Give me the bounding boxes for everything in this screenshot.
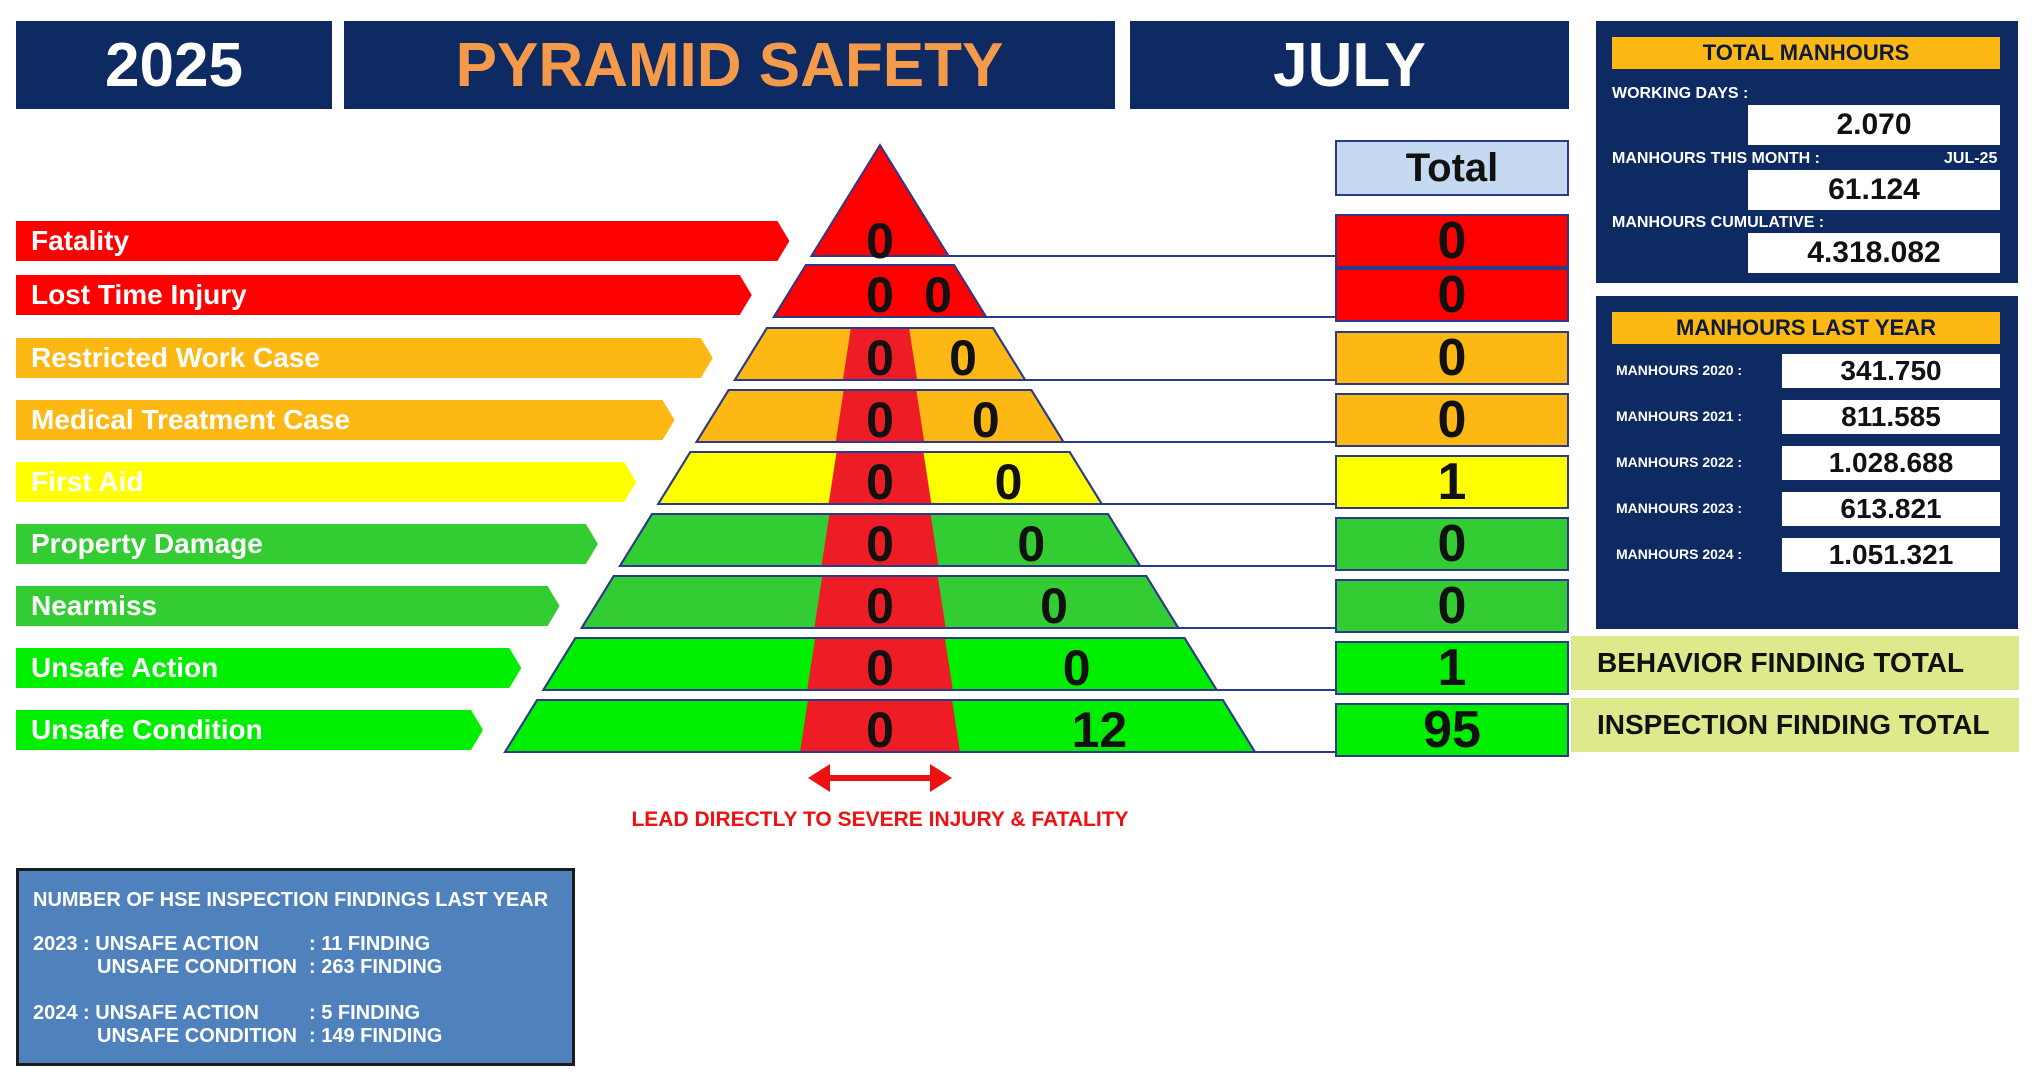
total-manhours-panel: TOTAL MANHOURS WORKING DAYS : 2.070 MANH… <box>1596 21 2018 283</box>
inspection-finding-total: INSPECTION FINDING TOTAL <box>1571 698 2019 752</box>
working-days-label: WORKING DAYS : <box>1612 85 1749 102</box>
pyramid-red-band <box>828 452 932 504</box>
manhours-last-year-title: MANHOURS LAST YEAR <box>1612 312 2000 344</box>
manhours-last-year-panel: MANHOURS LAST YEAR MANHOURS 2020 : 341.75… <box>1596 296 2018 629</box>
year-text: 2025 <box>105 30 243 100</box>
category-total: 0 <box>1335 515 1569 573</box>
tier-center-value: 0 <box>866 702 894 758</box>
category-label: Unsafe Action <box>16 648 521 688</box>
pyramid-tier <box>694 389 1066 443</box>
hse-2023-action-value: : 11 FINDING <box>309 933 431 955</box>
inspection-finding-label: INSPECTION FINDING TOTAL <box>1597 709 1990 740</box>
pyramid-tier <box>656 451 1104 505</box>
tier-center-value: 0 <box>866 267 894 323</box>
category-total: 0 <box>1335 266 1569 324</box>
manhours-year-label: MANHOURS 2023 : <box>1616 500 1743 516</box>
manhours-cumulative-value: 4.318.082 <box>1748 233 2000 273</box>
tier-center-value: 0 <box>866 578 894 634</box>
pyramid-tier <box>809 143 951 257</box>
manhours-year-label: MANHOURS 2021 : <box>1616 408 1743 424</box>
pyramid-red-band <box>814 576 946 628</box>
tier-center-value: 0 <box>866 454 894 510</box>
double-arrow-icon <box>808 764 952 792</box>
manhours-year-value: 811.585 <box>1782 400 2000 434</box>
title-box: PYRAMID SAFETY <box>344 21 1115 109</box>
behavior-finding-total: BEHAVIOR FINDING TOTAL <box>1571 636 2019 690</box>
hse-2023-condition: UNSAFE CONDITION <box>97 956 297 978</box>
manhours-year-label: MANHOURS 2024 : <box>1616 546 1743 562</box>
hse-2024-action-value: : 5 FINDING <box>309 1002 421 1024</box>
category-label: First Aid <box>16 462 636 502</box>
tier-center-value: 0 <box>866 213 894 269</box>
category-total: 95 <box>1335 701 1569 759</box>
manhours-year-value: 1.028.688 <box>1782 446 2000 480</box>
pyramid-red-band <box>800 700 960 752</box>
category-label: Fatality <box>16 221 789 261</box>
pyramid-red-band <box>842 328 918 380</box>
hse-2023-action: 2023 : UNSAFE ACTION <box>33 933 259 955</box>
category-total: 0 <box>1335 391 1569 449</box>
working-days-value: 2.070 <box>1748 105 2000 145</box>
category-total: 0 <box>1335 577 1569 635</box>
severe-injury-note: LEAD DIRECTLY TO SEVERE INJURY & FATALIT… <box>631 808 1129 831</box>
tier-right-value: 0 <box>924 267 952 323</box>
hse-findings-title: NUMBER OF HSE INSPECTION FINDINGS LAST Y… <box>33 889 549 911</box>
category-label: Lost Time Injury <box>16 275 752 315</box>
manhours-month-label: MANHOURS THIS MONTH : <box>1612 150 1820 167</box>
total-manhours-title-text: TOTAL MANHOURS <box>1702 40 1910 65</box>
category-label: Restricted Work Case <box>16 338 713 378</box>
month-box: JULY <box>1130 21 1569 109</box>
category-total: 1 <box>1335 453 1569 511</box>
manhours-cumulative-label: MANHOURS CUMULATIVE : <box>1612 214 1825 231</box>
pyramid-red-band <box>835 390 925 442</box>
category-label: Property Damage <box>16 524 598 564</box>
manhours-month-period: JUL-25 <box>1944 150 1998 167</box>
hse-2023-condition-value: : 263 FINDING <box>309 956 443 978</box>
tier-right-value: 12 <box>1071 702 1128 758</box>
tier-center-value: 0 <box>866 640 894 696</box>
pyramid-red-band <box>807 638 953 690</box>
tier-right-value: 0 <box>994 454 1023 510</box>
tier-right-value: 0 <box>1040 578 1068 634</box>
manhours-year-label: MANHOURS 2020 : <box>1616 362 1743 378</box>
tier-right-value: 0 <box>949 330 977 386</box>
category-label: Nearmiss <box>16 586 560 626</box>
tier-right-value: 0 <box>971 392 1000 448</box>
total-header-label: Total <box>1405 145 1499 190</box>
manhours-year-label: MANHOURS 2022 : <box>1616 454 1743 470</box>
category-total: 1 <box>1335 639 1569 697</box>
category-label: Unsafe Condition <box>16 710 483 750</box>
hse-2024-condition: UNSAFE CONDITION <box>97 1025 297 1047</box>
tier-right-value: 0 <box>1017 516 1046 572</box>
manhours-year-value: 613.821 <box>1782 492 2000 526</box>
category-label: Medical Treatment Case <box>16 400 675 440</box>
hse-findings-box: NUMBER OF HSE INSPECTION FINDINGS LAST Y… <box>16 868 575 1066</box>
month-text: JULY <box>1273 30 1426 100</box>
manhours-month-value: 61.124 <box>1748 170 2000 210</box>
pyramid-red-band <box>821 514 939 566</box>
manhours-year-value: 341.750 <box>1782 354 2000 388</box>
manhours-year-value: 1.051.321 <box>1782 538 2000 572</box>
total-manhours-title: TOTAL MANHOURS <box>1612 37 2000 69</box>
category-total: 0 <box>1335 329 1569 387</box>
hse-2024-action: 2024 : UNSAFE ACTION <box>33 1002 259 1024</box>
page-title: PYRAMID SAFETY <box>455 30 1004 100</box>
behavior-finding-label: BEHAVIOR FINDING TOTAL <box>1597 647 1965 678</box>
total-header: Total <box>1335 140 1569 196</box>
pyramid-tier-fill <box>809 143 951 257</box>
pyramid-tier <box>541 637 1219 691</box>
tier-center-value: 0 <box>866 330 894 386</box>
tier-right-value: 0 <box>1062 640 1091 696</box>
tier-center-value: 0 <box>866 392 894 448</box>
category-total: 0 <box>1335 212 1569 270</box>
tier-center-value: 0 <box>866 516 894 572</box>
year-box: 2025 <box>16 21 332 109</box>
manhours-last-year-title-text: MANHOURS LAST YEAR <box>1676 315 1936 340</box>
hse-2024-condition-value: : 149 FINDING <box>309 1025 443 1047</box>
